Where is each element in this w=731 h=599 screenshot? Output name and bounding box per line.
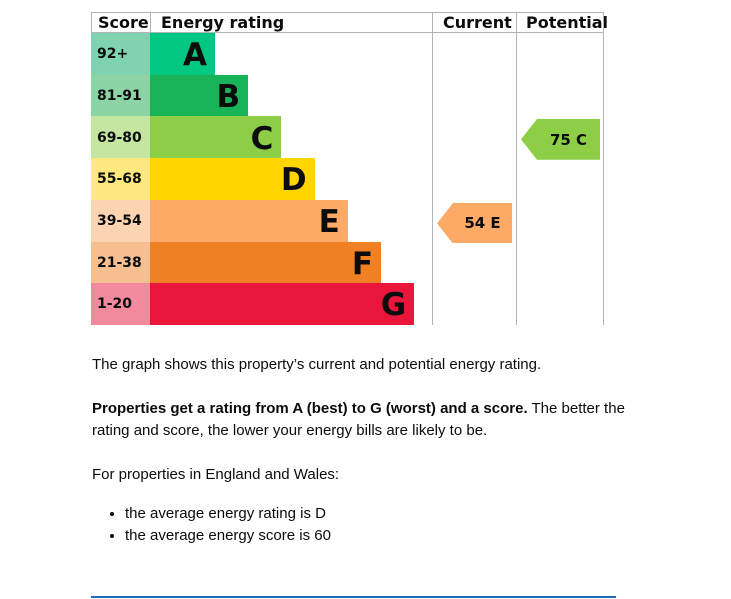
rating-description-bold: Properties get a rating from A (best) to…: [92, 400, 528, 417]
potential-left-divider: [516, 12, 517, 325]
band-bar-f: F: [150, 241, 381, 284]
band-bar-c: C: [150, 116, 282, 159]
current-rating-label: 54 E: [464, 214, 501, 233]
band-score-a: 92+: [91, 33, 150, 76]
epc-rating-graph: Score Energy rating Current Potential 92…: [91, 12, 608, 326]
score-header: Score: [98, 13, 149, 32]
header-border: [91, 32, 604, 33]
average-score-item: the average energy score is 60: [125, 525, 652, 547]
score-divider: [150, 12, 151, 33]
energy-rating-header: Energy rating: [161, 13, 285, 32]
region-text: For properties in England and Wales:: [92, 466, 340, 483]
left-border: [91, 12, 92, 33]
rating-explanation: The graph shows this property’s current …: [92, 354, 652, 547]
potential-rating-label: 75 C: [549, 130, 588, 149]
band-bar-a: A: [150, 33, 215, 76]
band-score-f: 21-38: [91, 241, 150, 284]
band-score-e: 39-54: [91, 199, 150, 243]
rating-description-rest: The better the rating and score, the low…: [92, 400, 625, 439]
top-border: [91, 12, 604, 13]
intro-text: The graph shows this property’s current …: [92, 356, 542, 373]
potential-header: Potential: [526, 13, 609, 32]
right-border: [603, 12, 604, 325]
current-header: Current: [443, 13, 512, 32]
band-bar-d: D: [150, 158, 315, 201]
potential-rating-arrow: [521, 119, 600, 161]
band-score-d: 55-68: [91, 158, 150, 201]
current-left-divider: [432, 12, 433, 325]
rating-description: Properties get a rating from A (best) to…: [92, 398, 652, 442]
band-score-b: 81-91: [91, 74, 150, 117]
band-score-g: 1-20: [91, 283, 150, 326]
average-rating-item: the average energy rating is D: [125, 503, 652, 525]
averages-list: the average energy rating is D the avera…: [92, 503, 652, 547]
band-bar-e: E: [150, 199, 348, 243]
section-divider: [91, 596, 616, 598]
current-rating-arrow-shape: [437, 202, 512, 244]
band-bar-b: B: [150, 74, 249, 117]
band-score-c: 69-80: [91, 116, 150, 159]
current-rating-arrow: [437, 202, 512, 244]
band-bar-g: G: [150, 283, 415, 326]
potential-rating-arrow-shape: [521, 119, 600, 161]
